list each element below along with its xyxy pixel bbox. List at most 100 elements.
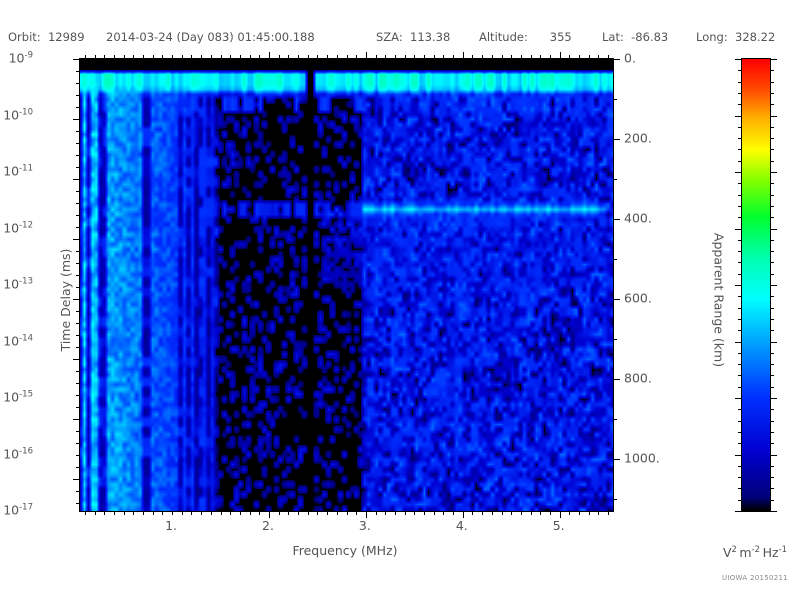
xtick-top xyxy=(365,52,367,59)
colorbar-tick xyxy=(738,465,742,467)
ytick-left xyxy=(76,347,80,349)
colorbar-tick xyxy=(738,364,742,366)
colorbar-tick xyxy=(735,285,742,286)
ytick-left xyxy=(73,419,80,421)
ytick-left xyxy=(76,203,80,205)
header-lat: Lat: -86.83 xyxy=(602,30,668,44)
colorbar-tick xyxy=(738,149,742,151)
colorbar-tick-label: 10-15 xyxy=(3,389,33,405)
header-long: Long: 328.22 xyxy=(696,30,775,44)
xtick-bottom xyxy=(453,511,455,515)
ytick-right xyxy=(613,259,617,261)
xtick-bottom xyxy=(598,511,600,515)
ytick-right xyxy=(613,179,617,181)
ytick-left xyxy=(76,131,80,133)
xtick-top xyxy=(162,55,164,59)
xtick-top xyxy=(462,52,464,59)
xtick-bottom xyxy=(84,511,86,515)
ytick-left xyxy=(76,311,80,313)
colorbar-tick xyxy=(770,398,777,399)
colorbar-tick xyxy=(738,420,742,422)
xtick-bottom xyxy=(530,511,532,515)
ytick-left xyxy=(76,251,80,253)
header-datetime-value: 2014-03-24 (Day 083) 01:45:00.188 xyxy=(106,30,315,44)
colorbar-tick xyxy=(738,499,742,501)
xtick-top xyxy=(181,55,183,59)
colorbar-tick-label: 10-17 xyxy=(3,502,33,518)
credit-text: UIOWA 20150211 xyxy=(721,574,789,582)
colorbar-tick xyxy=(735,341,742,343)
xtick-bottom xyxy=(501,511,503,515)
colorbar-tick xyxy=(770,228,777,230)
xtick-top xyxy=(346,55,348,59)
xtick-top xyxy=(249,55,251,59)
xtick-top xyxy=(424,55,426,59)
xtick-bottom xyxy=(327,511,329,515)
xtick-bottom xyxy=(375,511,377,515)
xtick-bottom xyxy=(298,511,300,515)
colorbar-tick xyxy=(738,239,742,241)
ytick-right xyxy=(613,59,620,60)
xtick-label: 4. xyxy=(455,518,468,533)
xtick-bottom xyxy=(608,511,610,515)
ytick-left xyxy=(73,119,80,121)
header-datetime: 2014-03-24 (Day 083) 01:45:00.188 xyxy=(106,30,315,44)
xtick-bottom xyxy=(239,511,241,515)
colorbar-tick xyxy=(770,205,774,207)
xtick-bottom xyxy=(278,511,280,515)
xtick-top xyxy=(230,55,232,59)
xtick-top xyxy=(491,55,493,59)
xtick-top xyxy=(530,55,532,59)
ytick-left xyxy=(76,371,80,373)
xtick-bottom xyxy=(336,511,338,515)
xtick-top xyxy=(307,55,309,59)
xtick-bottom xyxy=(404,511,406,515)
ytick-right xyxy=(613,99,617,101)
colorbar-tick xyxy=(770,499,774,501)
colorbar-tick xyxy=(738,194,742,196)
xtick-bottom xyxy=(307,511,309,515)
colorbar-tick xyxy=(735,398,742,399)
xtick-bottom xyxy=(172,511,174,515)
colorbar-tick xyxy=(770,285,777,286)
ytick-left xyxy=(76,275,80,277)
xtick-top xyxy=(385,55,387,59)
colorbar-tick xyxy=(770,341,777,343)
y2tick-label: 600. xyxy=(624,290,652,306)
colorbar-tick-label: 10-11 xyxy=(3,163,33,179)
xtick-top xyxy=(113,55,115,59)
ytick-left xyxy=(76,431,80,433)
ytick-left xyxy=(73,299,80,301)
colorbar-tick xyxy=(735,454,742,456)
xtick-label: 3. xyxy=(358,518,371,533)
ytick-left xyxy=(76,191,80,193)
ytick-right xyxy=(613,419,617,421)
colorbar-tick xyxy=(738,352,742,354)
xtick-bottom xyxy=(365,511,367,518)
xtick-bottom xyxy=(579,511,581,515)
xtick-top xyxy=(520,55,522,59)
xtick-bottom xyxy=(433,511,435,515)
colorbar-tick xyxy=(770,511,777,512)
xtick-top xyxy=(317,55,319,59)
xtick-bottom xyxy=(540,511,542,515)
colorbar-tick xyxy=(770,183,774,185)
xtick-top xyxy=(123,55,125,59)
metadata-header: Orbit: 12989 2014-03-24 (Day 083) 01:45:0… xyxy=(0,30,800,48)
xtick-top xyxy=(559,52,561,59)
header-long-key: Long: xyxy=(696,30,728,44)
xtick-top xyxy=(453,55,455,59)
xtick-top xyxy=(482,55,484,59)
colorbar-tick xyxy=(770,330,774,332)
xtick-bottom xyxy=(511,511,513,515)
ytick-left xyxy=(76,107,80,109)
ytick-left xyxy=(76,71,80,72)
colorbar-tick xyxy=(738,70,742,72)
xtick-bottom xyxy=(520,511,522,515)
colorbar-tick xyxy=(770,431,774,433)
xtick-bottom xyxy=(472,511,474,515)
colorbar-tick xyxy=(738,205,742,207)
xtick-label: 1. xyxy=(165,518,178,533)
colorbar-tick xyxy=(738,104,742,106)
colorbar-tick xyxy=(770,194,774,196)
